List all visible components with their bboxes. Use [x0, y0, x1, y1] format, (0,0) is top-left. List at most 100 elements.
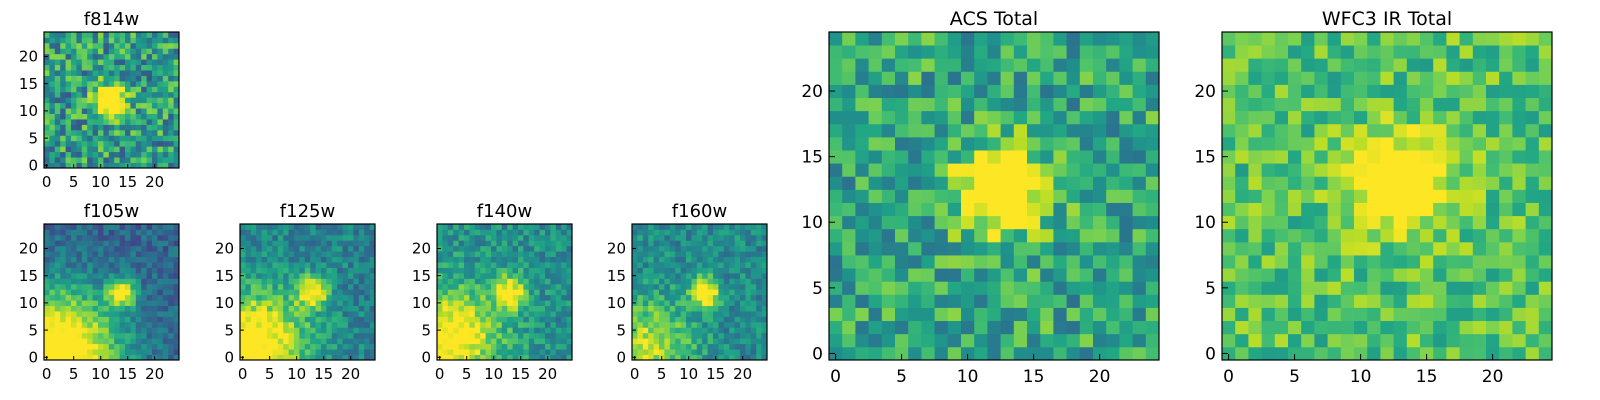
- heatmap-cell: [348, 300, 354, 306]
- heatmap-cell: [294, 262, 300, 268]
- heatmap-cell: [464, 316, 470, 323]
- heatmap-cell: [469, 251, 476, 258]
- heatmap-cell: [496, 349, 503, 355]
- heatmap-cell: [669, 245, 676, 252]
- heatmap-cell: [294, 316, 300, 323]
- heatmap-cell: [168, 80, 174, 87]
- heatmap-cell: [146, 240, 153, 247]
- heatmap-cell: [71, 294, 77, 301]
- heatmap-cell: [550, 305, 557, 312]
- heatmap-cell: [740, 332, 746, 339]
- heatmap-cell: [1538, 97, 1553, 112]
- heatmap-cell: [76, 343, 83, 350]
- heatmap-cell: [87, 338, 93, 345]
- heatmap-cell: [54, 300, 61, 306]
- heatmap-cell: [1420, 281, 1434, 295]
- heatmap-cell: [842, 333, 856, 348]
- heatmap-cell: [881, 176, 896, 190]
- heatmap-cell: [491, 311, 497, 317]
- heatmap-cell: [734, 272, 741, 279]
- heatmap-cell: [480, 240, 486, 247]
- heatmap-cell: [1222, 255, 1236, 269]
- heatmap-cell: [1248, 268, 1262, 282]
- heatmap-cell: [702, 354, 708, 361]
- heatmap-cell: [855, 176, 869, 190]
- heatmap-cell: [60, 97, 66, 104]
- heatmap-cell: [173, 349, 180, 355]
- heatmap-cell: [561, 272, 567, 279]
- heatmap-cell: [659, 349, 665, 355]
- heatmap-cell: [1040, 163, 1054, 177]
- heatmap-cell: [98, 229, 104, 236]
- heatmap-cell: [485, 300, 492, 306]
- heatmap-cell: [294, 283, 300, 290]
- heatmap-cell: [1301, 202, 1315, 217]
- heatmap-cell: [868, 71, 883, 85]
- heatmap-cell: [702, 289, 708, 296]
- heatmap-cell: [659, 229, 665, 236]
- heatmap-cell: [947, 45, 962, 59]
- heatmap-cell: [173, 119, 180, 125]
- heatmap-cell: [44, 283, 50, 290]
- heatmap-cell: [1340, 189, 1355, 203]
- heatmap-cell: [437, 349, 443, 355]
- heatmap-cell: [310, 311, 316, 317]
- heatmap-cell: [1420, 320, 1434, 335]
- heatmap-cell: [740, 289, 746, 296]
- heatmap-cell: [1525, 150, 1540, 164]
- heatmap-cell: [718, 240, 725, 247]
- heatmap-cell: [146, 311, 153, 317]
- heatmap-cell: [691, 229, 698, 236]
- heatmap-cell: [261, 316, 268, 323]
- heatmap-cell: [745, 332, 752, 339]
- heatmap-cell: [92, 146, 99, 153]
- heatmap-cell: [1235, 228, 1249, 243]
- heatmap-cell: [1132, 84, 1147, 98]
- heatmap-cell: [353, 343, 360, 350]
- heatmap-cell: [947, 150, 962, 164]
- heatmap-cell: [756, 354, 762, 361]
- heatmap-cell: [103, 224, 110, 230]
- heatmap-cell: [283, 305, 289, 312]
- heatmap-cell: [745, 354, 752, 361]
- heatmap-cell: [152, 234, 158, 241]
- heatmap-cell: [342, 294, 349, 301]
- heatmap-cell: [1420, 215, 1434, 230]
- heatmap-cell: [518, 229, 524, 236]
- heatmap-cell: [256, 354, 262, 361]
- heatmap-cell: [686, 321, 692, 328]
- heatmap-cell: [447, 256, 454, 263]
- heatmap-cell: [1261, 281, 1276, 295]
- heatmap-cell: [157, 256, 164, 263]
- heatmap-cell: [1106, 294, 1120, 308]
- heatmap-cell: [98, 311, 104, 317]
- heatmap-cell: [947, 307, 962, 322]
- heatmap-cell: [65, 267, 72, 274]
- heatmap-cell: [1274, 176, 1289, 190]
- heatmap-cell: [1354, 189, 1368, 203]
- heatmap-cell: [146, 135, 153, 142]
- heatmap-cell: [485, 332, 492, 339]
- heatmap-cell: [1340, 97, 1355, 112]
- heatmap-cell: [60, 321, 66, 328]
- heatmap-cell: [103, 349, 110, 355]
- heatmap-cell: [114, 311, 120, 317]
- heatmap-cell: [1486, 268, 1500, 282]
- heatmap-cell: [1248, 215, 1262, 230]
- heatmap-cell: [921, 136, 935, 151]
- heatmap-cell: [523, 354, 530, 361]
- heatmap-cell: [125, 42, 131, 49]
- heatmap-cell: [480, 343, 486, 350]
- heatmap-cell: [718, 278, 725, 285]
- heatmap-cell: [447, 294, 454, 301]
- heatmap-cell: [119, 289, 126, 296]
- heatmap-cell: [1000, 71, 1015, 85]
- heatmap-cell: [1235, 136, 1249, 151]
- heatmap-cell: [103, 343, 110, 350]
- heatmap-cell: [98, 80, 104, 87]
- heatmap-cell: [469, 349, 476, 355]
- heatmap-cell: [256, 256, 262, 263]
- heatmap-cell: [1472, 268, 1487, 282]
- heatmap-cell: [76, 151, 83, 158]
- heatmap-cell: [934, 97, 949, 112]
